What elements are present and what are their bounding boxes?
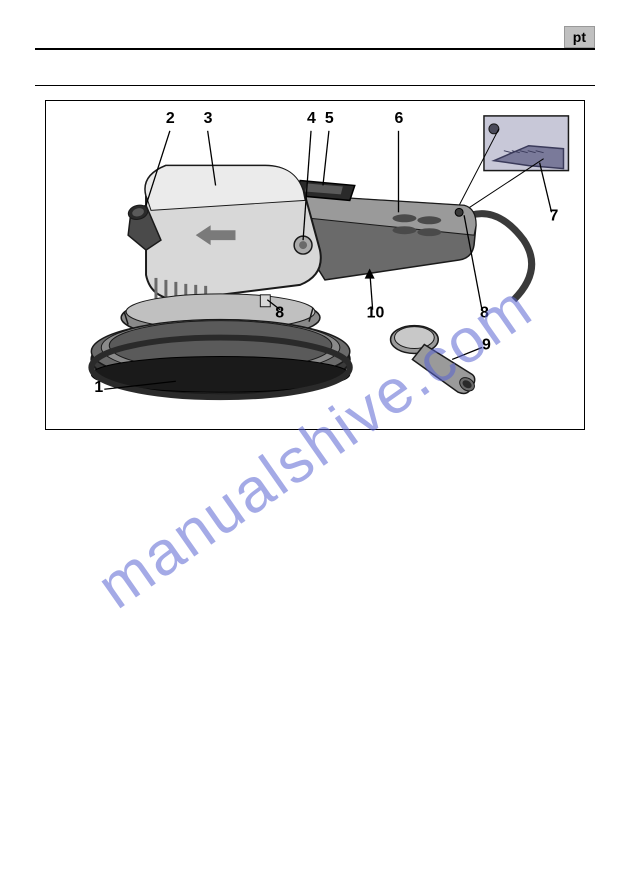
language-badge: pt <box>564 26 595 48</box>
rear-barrel <box>300 195 476 279</box>
label-1: 1 <box>94 379 103 396</box>
tool-diagram-frame: 1 2 3 4 5 6 7 8 8 9 10 <box>45 100 585 430</box>
label-8b: 8 <box>480 305 489 322</box>
label-8a: 8 <box>275 305 284 322</box>
divider-rule <box>35 85 595 86</box>
label-7: 7 <box>550 207 559 224</box>
gear-housing <box>145 166 321 300</box>
label-2: 2 <box>166 110 175 127</box>
label-6: 6 <box>395 110 404 127</box>
label-10: 10 <box>367 305 385 322</box>
sanding-pad <box>91 320 349 398</box>
label-4: 4 <box>307 110 316 127</box>
label-9: 9 <box>482 336 491 353</box>
detail-inset <box>459 116 568 212</box>
label-3: 3 <box>204 110 213 127</box>
label-5: 5 <box>325 110 334 127</box>
tool-diagram: 1 2 3 4 5 6 7 8 8 9 10 <box>46 101 584 429</box>
aux-handle <box>391 326 477 394</box>
header-rule <box>35 48 595 50</box>
